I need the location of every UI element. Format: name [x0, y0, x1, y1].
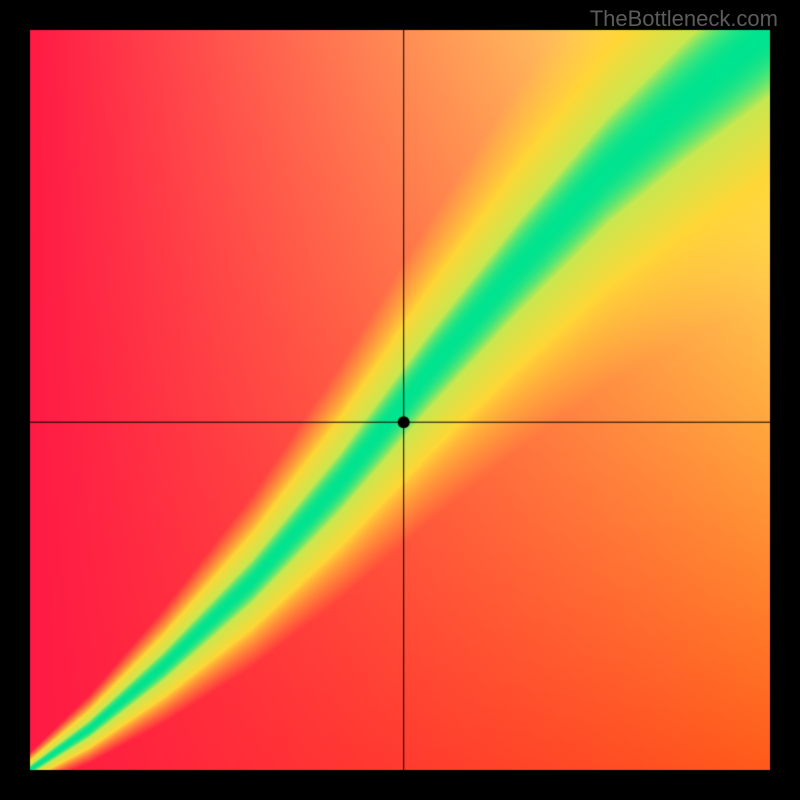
watermark-text: TheBottleneck.com: [590, 6, 778, 32]
chart-container: TheBottleneck.com: [0, 0, 800, 800]
bottleneck-heatmap: [0, 0, 800, 800]
